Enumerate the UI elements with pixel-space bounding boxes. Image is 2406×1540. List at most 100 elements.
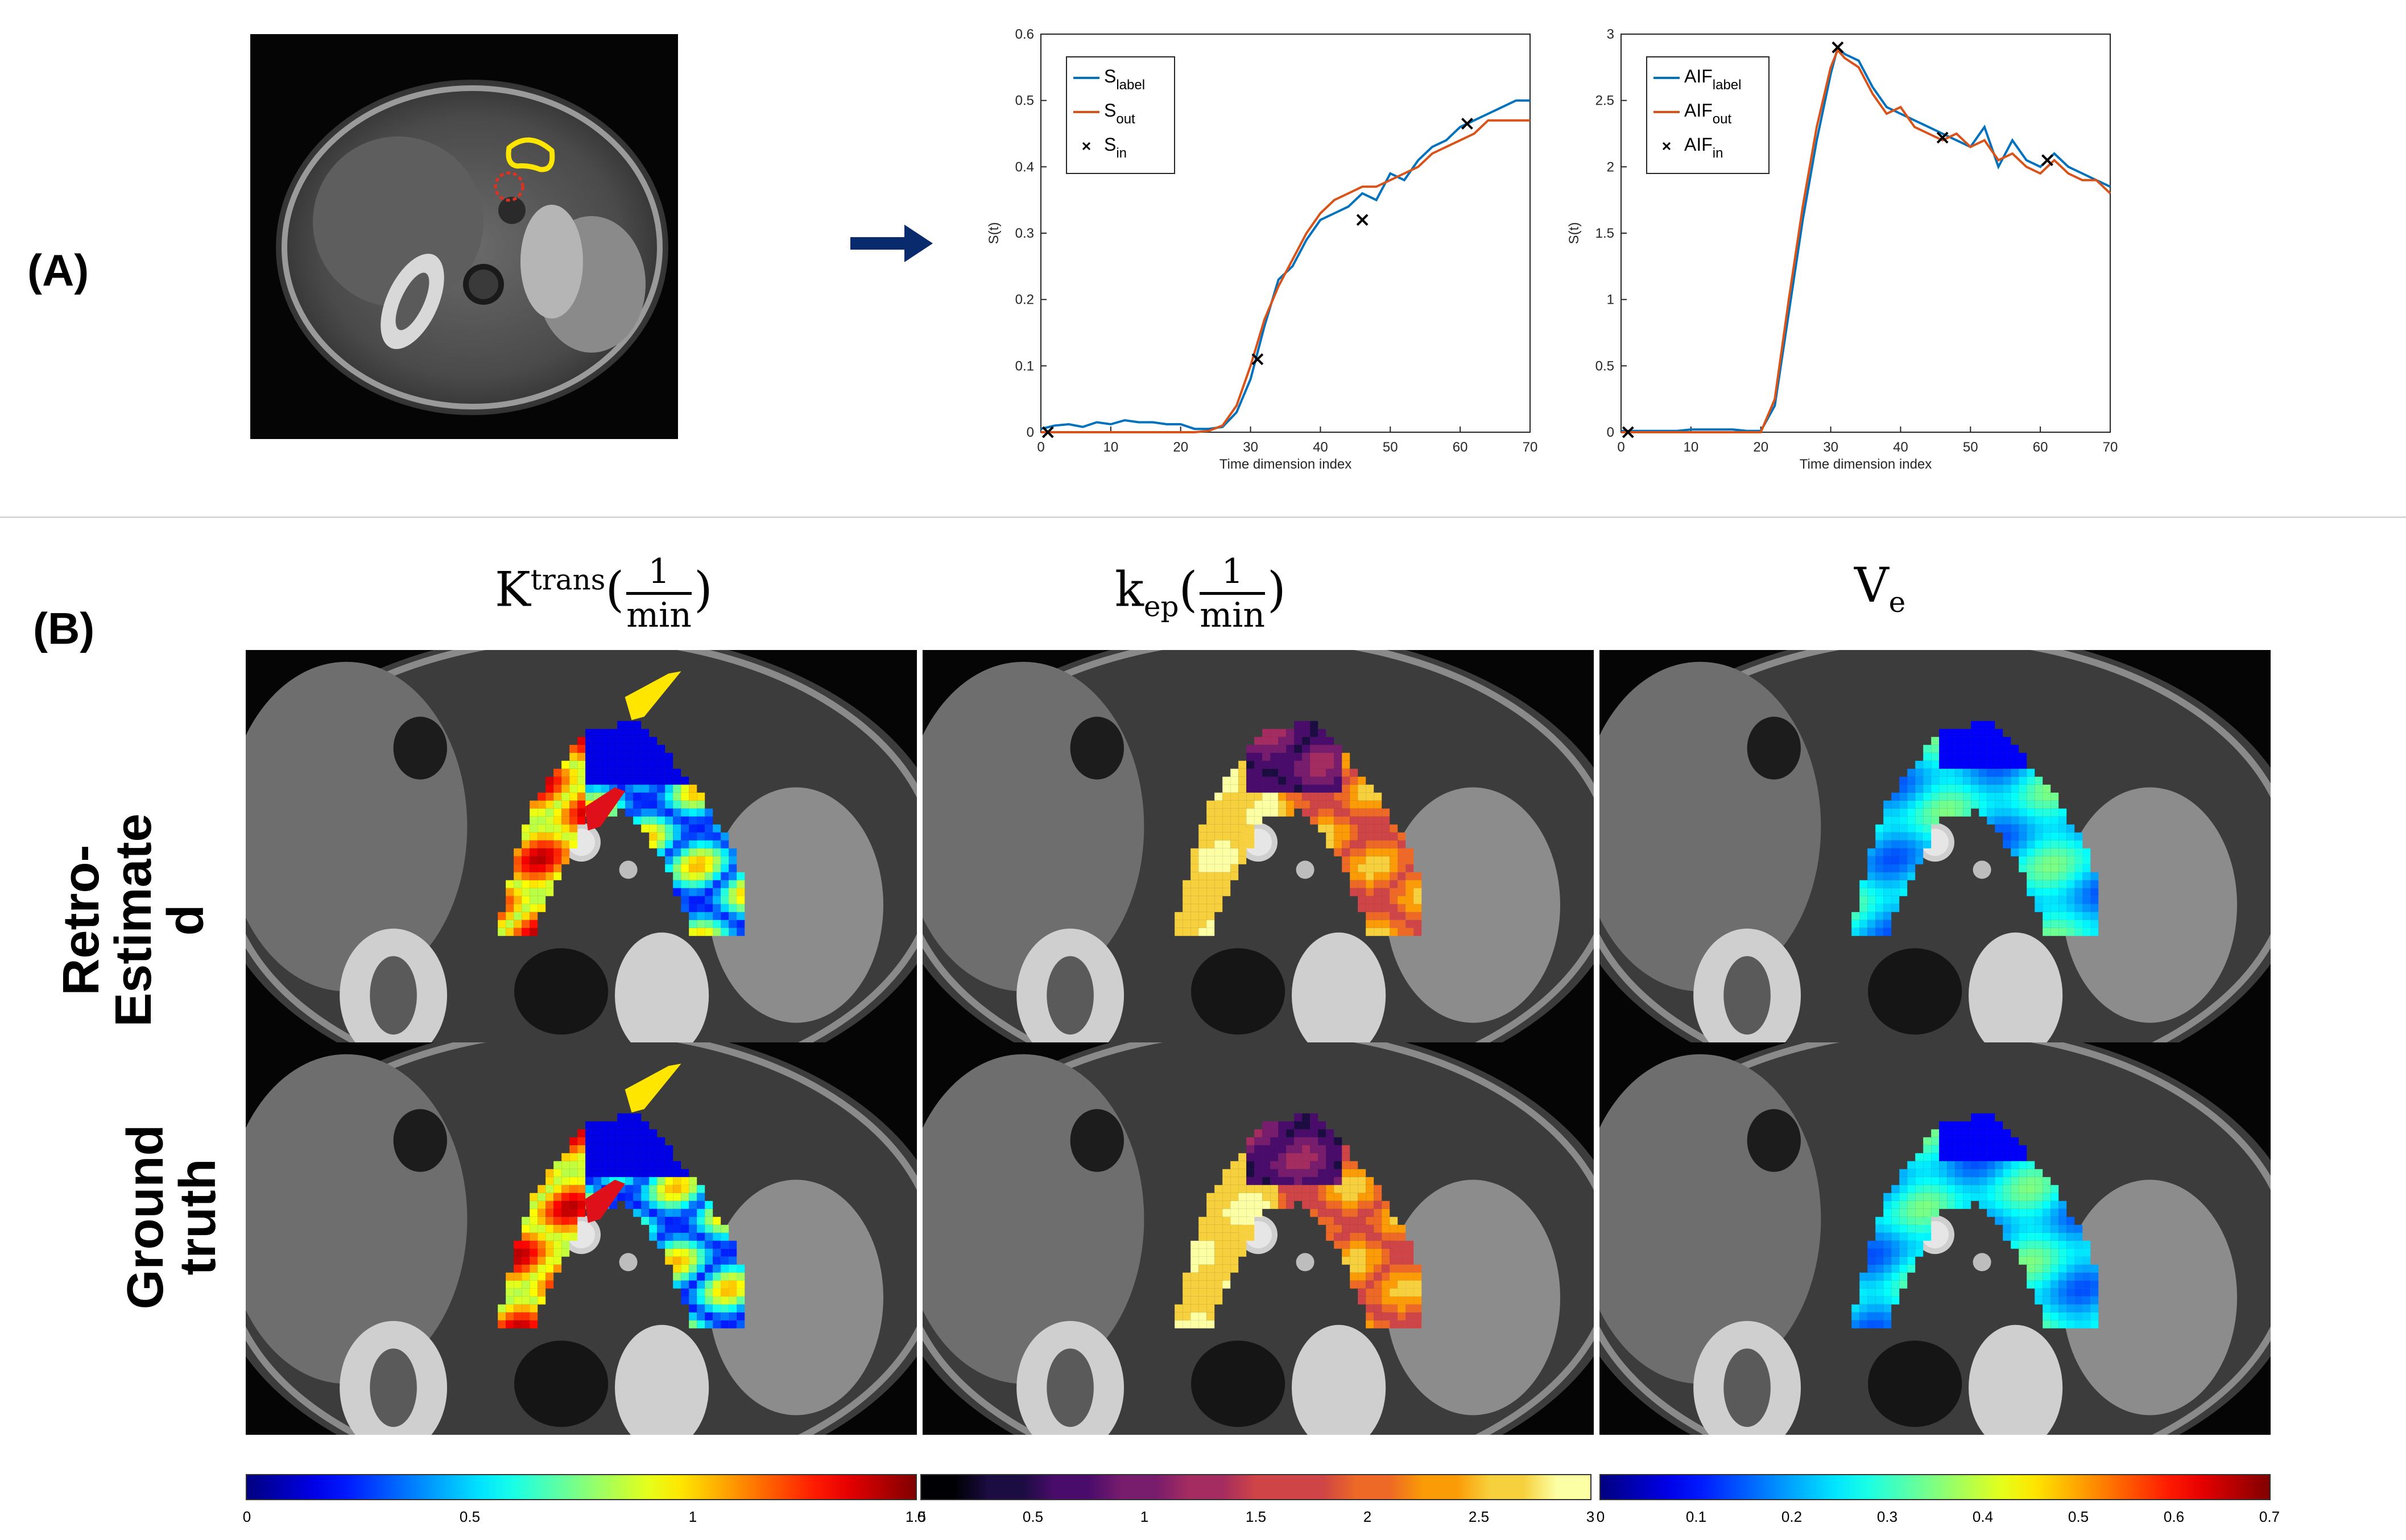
- colorbar-2: 0 0.1 0.2 0.3 0.4 0.5 0.6 0.7: [1596, 1474, 2280, 1531]
- colorbar-tick-label: 0.7: [2259, 1508, 2280, 1525]
- series-line-1: [1621, 48, 2111, 433]
- legend-entry: Sin: [1104, 134, 1127, 161]
- colorbar-tick-label: 1.5: [1245, 1508, 1267, 1525]
- colorbar-tick-label: 0.5: [1022, 1508, 1044, 1525]
- x-tick-label: 30: [1823, 440, 1838, 455]
- legend-swatch: [1662, 142, 1671, 151]
- arrow-right-icon: [850, 225, 933, 262]
- colorbar-tick-label: 0: [242, 1508, 251, 1525]
- y-tick-label: 2: [1607, 159, 1614, 175]
- colorbar-tick-label: 1: [1140, 1508, 1149, 1525]
- yellow-arrow-icon: [625, 671, 681, 721]
- y-tick-label: 2.5: [1595, 93, 1614, 109]
- colorbar-gradient: [920, 1474, 1591, 1500]
- x-tick-label: 70: [1523, 440, 1538, 455]
- colorbar-tick-label: 2: [1363, 1508, 1372, 1525]
- yellow-arrow-icon: [625, 1063, 681, 1113]
- x-tick-label: 40: [1313, 440, 1328, 455]
- colorbar-tick-label: 2.5: [1468, 1508, 1490, 1525]
- colorbar-gradient: [246, 1474, 917, 1500]
- input-sample-marker: [1251, 353, 1264, 366]
- colorbar-tick-label: 0.6: [2163, 1508, 2185, 1525]
- y-tick-label: 1.5: [1595, 226, 1614, 241]
- x-tick-label: 20: [1173, 440, 1188, 455]
- colorbar-tick-label: 0.4: [1972, 1508, 1994, 1525]
- param-map-r1-c0: [246, 1042, 917, 1435]
- colorbar-tick-label: 1.5: [905, 1508, 927, 1525]
- x-tick-label: 40: [1893, 440, 1908, 455]
- section-divider: [0, 516, 2406, 518]
- y-tick-label: 0.3: [1015, 226, 1034, 241]
- legend-entry: AIFlabel: [1684, 66, 1742, 93]
- y-tick-label: 0: [1607, 425, 1614, 440]
- row-label-ground-truth: Ground truth: [117, 1124, 226, 1310]
- x-axis-label: Time dimension index: [1800, 457, 1932, 472]
- input-sample-marker: [1936, 131, 1949, 144]
- colorbar-tick-label: 0.5: [459, 1508, 481, 1525]
- x-tick-label: 50: [1963, 440, 1978, 455]
- y-axis-label: S(t): [1566, 222, 1582, 245]
- param-map-r0-c1: [923, 650, 1594, 1042]
- colorbar-tick-label: 0.5: [2068, 1508, 2089, 1525]
- input-sample-marker: [2041, 154, 2053, 167]
- y-axis-label: S(t): [986, 222, 1002, 245]
- y-tick-label: 0.5: [1015, 93, 1034, 109]
- x-tick-label: 30: [1243, 440, 1258, 455]
- red-arrow-icon: [584, 787, 626, 831]
- ve-title: Ve: [1854, 557, 1906, 619]
- input-sample-marker: [1356, 214, 1369, 226]
- x-tick-label: 10: [1684, 440, 1699, 455]
- legend-entry: Sout: [1104, 100, 1135, 127]
- signal-curve-chart: 0 10 20 30 40 50 60 70 0 0.1 0.2 0.3 0.4 0.5 0.6 Time d…: [986, 27, 1538, 472]
- colorbar-tick-label: 0.3: [1876, 1508, 1898, 1525]
- series-line-1: [1041, 119, 1530, 433]
- param-map-r1-c1: [923, 1042, 1594, 1435]
- y-tick-label: 0.4: [1015, 159, 1034, 175]
- x-tick-label: 70: [2103, 440, 2118, 455]
- colorbar-tick-label: 0.2: [1781, 1508, 1803, 1525]
- colorbar-1: 0 0.5 1 1.5 2 2.5 3: [917, 1474, 1595, 1531]
- red-arrow-icon: [584, 1179, 626, 1223]
- ktrans-title: Ktrans(1 min): [495, 552, 713, 635]
- series-line-0: [1621, 45, 2111, 432]
- param-map-r0-c0: [246, 650, 917, 1042]
- legend-box: [1646, 56, 1770, 174]
- param-map-r0-c2: [1599, 650, 2271, 1042]
- row-label-retro-estimated: Retro- Estimate d: [53, 813, 214, 1027]
- x-tick-label: 0: [1617, 440, 1624, 455]
- colorbar-tick-label: 0: [917, 1508, 926, 1525]
- input-sample-marker: [1832, 41, 1844, 53]
- input-sample-marker: [1622, 426, 1634, 438]
- kep-title: kep(1 min): [1115, 552, 1286, 635]
- y-tick-label: 3: [1607, 27, 1614, 42]
- colorbar-tick-label: 3: [1586, 1508, 1595, 1525]
- y-tick-label: 0.2: [1015, 292, 1034, 308]
- x-tick-label: 60: [1453, 440, 1468, 455]
- x-tick-label: 60: [2033, 440, 2048, 455]
- y-tick-label: 0.1: [1015, 358, 1034, 374]
- x-tick-label: 20: [1753, 440, 1768, 455]
- colorbar-tick-label: 1: [688, 1508, 697, 1525]
- x-tick-label: 50: [1383, 440, 1398, 455]
- panel-a-label: (A): [27, 245, 89, 295]
- colorbar-gradient: [1599, 1474, 2271, 1500]
- y-tick-label: 0.5: [1595, 358, 1614, 374]
- param-map-r1-c2: [1599, 1042, 2271, 1435]
- aif-curve-chart: 0 10 20 30 40 50 60 70 0 0.5 1 1.5 2 2.5 3 Time dimensi…: [1566, 27, 2118, 472]
- panel-b-label: (B): [33, 603, 95, 653]
- colorbar-0: 0 0.5 1 1.5: [242, 1474, 926, 1531]
- legend-entry: AIFin: [1684, 134, 1723, 161]
- input-sample-marker: [1461, 118, 1473, 130]
- y-tick-label: 0.6: [1015, 27, 1034, 42]
- colorbar-tick-label: 0.1: [1685, 1508, 1707, 1525]
- mri-scan-roi-image: [250, 34, 678, 439]
- x-axis-label: Time dimension index: [1219, 457, 1352, 472]
- legend-swatch: [1082, 142, 1091, 151]
- input-sample-marker: [1041, 426, 1054, 438]
- legend-entry: Slabel: [1104, 66, 1145, 93]
- y-tick-label: 0: [1027, 425, 1034, 440]
- x-tick-label: 0: [1037, 440, 1044, 455]
- colorbar-tick-label: 0: [1596, 1508, 1605, 1525]
- x-tick-label: 10: [1103, 440, 1119, 455]
- legend-box: [1066, 56, 1175, 174]
